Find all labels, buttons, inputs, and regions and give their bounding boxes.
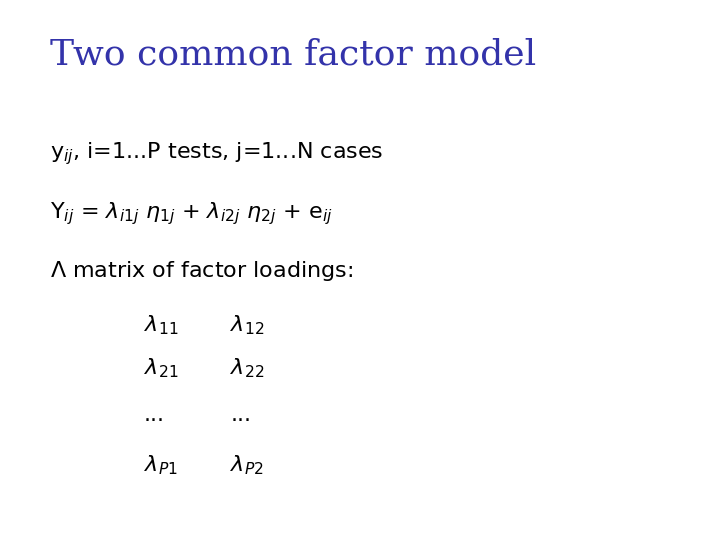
Text: Two common factor model: Two common factor model [50, 38, 536, 72]
Text: $\Lambda$ matrix of factor loadings:: $\Lambda$ matrix of factor loadings: [50, 259, 354, 283]
Text: $\lambda_{P1}$: $\lambda_{P1}$ [144, 454, 178, 477]
Text: $\lambda_{P2}$: $\lambda_{P2}$ [230, 454, 264, 477]
Text: $\lambda_{12}$: $\lambda_{12}$ [230, 313, 265, 337]
Text: $\lambda_{11}$: $\lambda_{11}$ [144, 313, 179, 337]
Text: ...: ... [230, 405, 251, 425]
Text: $\lambda_{21}$: $\lambda_{21}$ [144, 356, 179, 380]
Text: ...: ... [144, 405, 165, 425]
Text: $\lambda_{22}$: $\lambda_{22}$ [230, 356, 265, 380]
Text: y$_{ij}$, i=1...P tests, j=1...N cases: y$_{ij}$, i=1...P tests, j=1...N cases [50, 140, 384, 167]
Text: Y$_{ij}$ = $\lambda_{i1j}$ $\eta_{1j}$ + $\lambda_{i2j}$ $\eta_{2j}$ + e$_{ij}$: Y$_{ij}$ = $\lambda_{i1j}$ $\eta_{1j}$ +… [50, 200, 333, 227]
